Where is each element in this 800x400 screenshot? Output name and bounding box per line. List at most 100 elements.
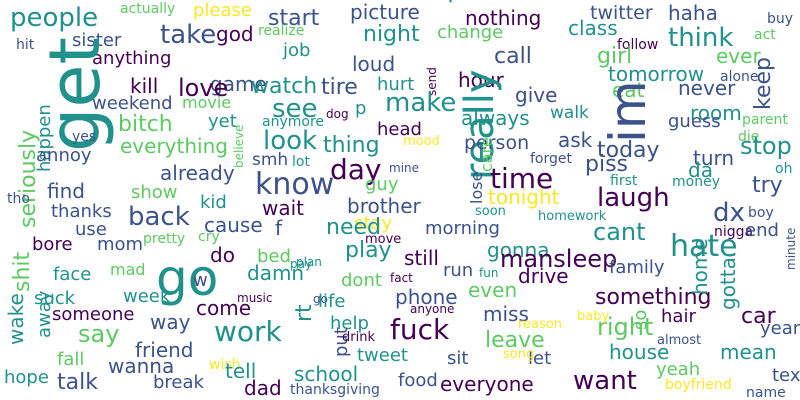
word-buy-8: buy [767, 11, 794, 27]
word-minute-117: minute [784, 227, 798, 270]
word-change-15: change [437, 22, 504, 43]
word-wait-96: wait [262, 196, 305, 220]
word-anything-21: anything [92, 48, 172, 69]
word-car-153: car [741, 304, 776, 329]
word-family-136: family [609, 257, 665, 278]
word-tomorrow-31: tomorrow [608, 62, 705, 86]
word-job-22: job [283, 40, 311, 61]
word-stop-70: stop [740, 132, 792, 160]
word-da-83: da [688, 158, 713, 182]
word-lose-98: lose [467, 171, 486, 204]
word-fall-177: fall [57, 349, 85, 370]
word-twitter-6: twitter [590, 2, 653, 24]
word-reason-167: reason [518, 317, 562, 332]
word-suck-141: suck [34, 288, 76, 309]
word-thanksgiving-196: thanksgiving [290, 382, 380, 398]
word-person-67: person [464, 132, 530, 154]
word-yes-69: yes [72, 129, 97, 145]
word-anymore-55: anymore [262, 114, 325, 130]
word-shit-101: shit [10, 251, 35, 292]
word-act-17: act [754, 27, 776, 43]
word-soon-106: soon [475, 204, 506, 219]
word-thing-64: thing [323, 133, 380, 158]
word-wake-154: wake [4, 293, 28, 345]
word-away-164: away [34, 290, 55, 338]
word-come-147: come [196, 296, 252, 320]
word-haha-7: haha [668, 1, 718, 25]
word-im-40: im [599, 80, 657, 143]
word-use-108: use [75, 219, 107, 240]
word-take-11: take [160, 20, 217, 50]
word-god-12: god [216, 22, 254, 46]
word-yet-54: yet [208, 111, 237, 132]
word-lot-73: lot [292, 154, 310, 170]
word-something-146: something [595, 285, 712, 310]
word-w-130: w [193, 270, 208, 291]
word-dont-133: dont [341, 270, 382, 291]
word-anyone-159: anyone [410, 302, 455, 316]
word-wanna-178: wanna [108, 354, 175, 378]
word-make-44: make [385, 88, 457, 118]
word-boyfriend-193: boyfriend [665, 377, 732, 393]
word-run-134: run [443, 260, 474, 281]
word-cry-114: cry [198, 229, 220, 245]
word-tweet-179: tweet [357, 345, 408, 366]
word-annoy-71: annoy [36, 145, 92, 166]
word-hate-123: hate [670, 229, 738, 264]
word-house-175: house [609, 340, 670, 364]
word-already-77: already [160, 161, 235, 185]
word-people-0: people [10, 3, 99, 33]
word-please-2: please [193, 0, 252, 21]
word-bitch-53: bitch [118, 112, 173, 137]
word-mansleep-129: mansleep [500, 245, 618, 273]
word-let-181: let [528, 348, 552, 369]
word-right-162: right [597, 313, 654, 341]
word-work-157: work [214, 315, 282, 348]
word-night-14: night [363, 22, 420, 47]
word-dog-47: dog [326, 107, 349, 121]
word-baby-168: baby [577, 309, 610, 324]
word-food-190: food [398, 370, 438, 391]
word-mood-66: mood [403, 134, 440, 149]
word-miss-160: miss [483, 302, 529, 326]
word-gotta-140: gotta [716, 257, 740, 310]
word-hope-187: hope [4, 367, 49, 388]
word-back-103: back [128, 202, 190, 232]
word-pay-132: pay [290, 257, 313, 271]
word-guess-57: guess [668, 111, 721, 132]
word-end-112: end [745, 220, 779, 241]
word-p-48: p [355, 98, 367, 119]
word-everything-62: everything [120, 134, 228, 158]
word-first-86: first [610, 173, 638, 189]
word-actually-1: actually [120, 1, 176, 17]
word-home-152: home [688, 238, 712, 295]
word-do-125: do [210, 243, 235, 267]
word-piss-82: piss [585, 152, 629, 177]
word-room-50: room [690, 101, 742, 125]
word-way-156: way [150, 310, 191, 334]
word-friend-170: friend [135, 338, 194, 362]
word-bed-126: bed [257, 246, 291, 267]
word-loud-29: loud [352, 52, 396, 76]
word-hair-163: hair [661, 306, 696, 327]
word-money-87: money [672, 174, 720, 190]
word-nothing-5: nothing [465, 6, 542, 30]
word-fuck-166: fuck [390, 313, 450, 346]
word-smh-72: smh [252, 150, 289, 170]
word-always-56: always [461, 106, 530, 130]
word-help-158: help [330, 313, 369, 334]
word-try-88: try [752, 173, 783, 198]
word-time-81: time [490, 162, 554, 195]
word-start-9: start [268, 6, 320, 31]
word-move-122: move [365, 232, 402, 247]
word-year-169: year [760, 318, 800, 339]
word-need-109: need [326, 215, 381, 240]
word-everyone-191: everyone [440, 372, 534, 396]
word-mean-176: mean [720, 340, 777, 364]
word-week-142: week [123, 286, 171, 307]
word-mad-138: mad [110, 260, 146, 279]
word-hit-19: hit [16, 37, 35, 53]
word-brother-97: brother [347, 194, 421, 218]
word-stay-105: stay [354, 213, 393, 234]
